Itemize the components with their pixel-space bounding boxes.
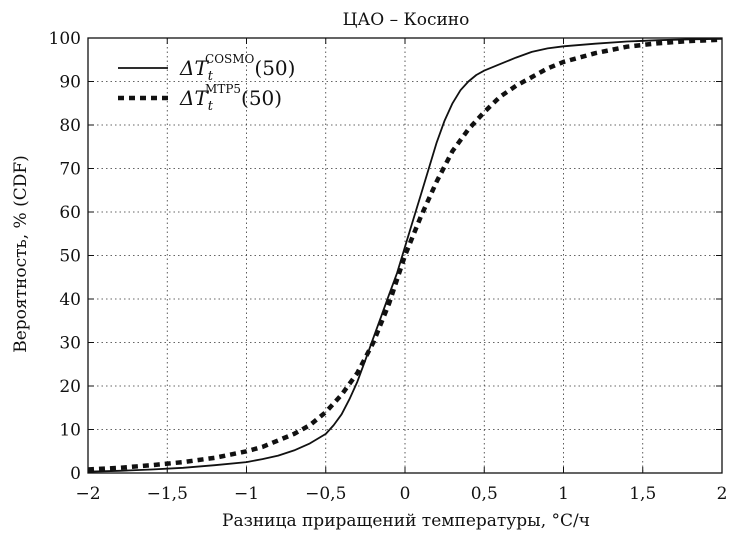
y-tick-label: 40 xyxy=(59,290,81,310)
y-tick-label: 10 xyxy=(59,421,81,441)
series-layer xyxy=(87,37,723,473)
chart-title: ЦАО – Косино xyxy=(343,10,470,30)
legend-sup: COSMO xyxy=(205,52,255,66)
x-axis-label: Разница приращений температуры, °С/ч xyxy=(222,511,590,531)
legend-sub: t xyxy=(208,69,214,84)
x-tick-label: 0 xyxy=(400,484,411,504)
x-tick-label: −1,5 xyxy=(147,484,188,504)
y-tick-label: 90 xyxy=(59,73,81,93)
y-tick-label: 70 xyxy=(59,160,81,180)
x-tick-label: 1 xyxy=(558,484,569,504)
x-tick-label: 2 xyxy=(717,484,728,504)
x-tick-label: −0,5 xyxy=(305,484,346,504)
series-line-cosmo xyxy=(87,38,723,473)
x-axis-ticks: −2 −1,5 −1 −0,5 0 0,5 1 1,5 2 xyxy=(75,38,727,504)
legend-suffix: (50) xyxy=(241,86,282,110)
legend-label: ΔTt COSMO(50) xyxy=(179,52,295,84)
y-tick-label: 20 xyxy=(59,377,81,397)
y-tick-label: 50 xyxy=(59,247,81,267)
x-tick-label: 1,5 xyxy=(629,484,656,504)
series-line-mtp5 xyxy=(87,37,723,472)
y-tick-label: 30 xyxy=(59,334,81,354)
legend-sup: MTP5 xyxy=(205,82,241,96)
y-axis-ticks: 0 10 20 30 40 50 60 70 80 90 100 xyxy=(49,29,722,484)
legend-base: ΔT xyxy=(179,86,209,110)
x-tick-label: 0,5 xyxy=(471,484,498,504)
y-tick-label: 0 xyxy=(70,464,81,484)
x-tick-label: −1 xyxy=(234,484,259,504)
legend-sub: t xyxy=(208,99,214,114)
y-tick-label: 80 xyxy=(59,116,81,136)
grid-lines xyxy=(88,38,722,473)
y-tick-label: 60 xyxy=(59,203,81,223)
legend-suffix: (50) xyxy=(254,56,295,80)
legend-label: ΔTt MTP5(50) xyxy=(179,82,282,114)
legend: ΔTtCOSMO(50)ΔTtMTP5(50) xyxy=(118,52,295,114)
legend-base: ΔT xyxy=(179,56,209,80)
y-tick-label: 100 xyxy=(49,29,81,49)
y-axis-label: Вероятность, % (CDF) xyxy=(11,155,31,353)
x-tick-label: −2 xyxy=(75,484,100,504)
